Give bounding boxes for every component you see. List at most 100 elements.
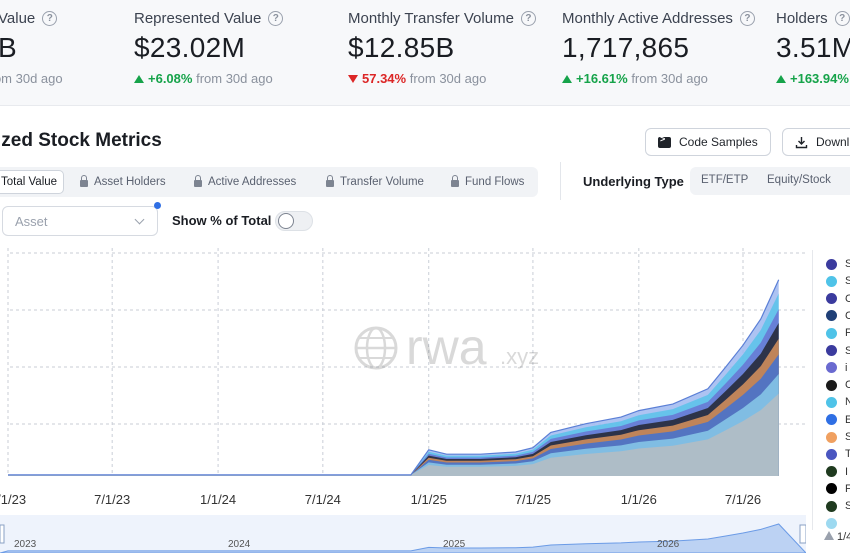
stat-value: B bbox=[0, 32, 17, 63]
navigator-year: 2026 bbox=[657, 539, 680, 550]
series-area bbox=[8, 354, 779, 476]
stat-change: +16.61% bbox=[576, 71, 628, 86]
legend-item[interactable]: S bbox=[826, 500, 850, 512]
legend-swatch bbox=[826, 310, 837, 322]
legend-swatch bbox=[826, 345, 837, 356]
tab-active-addresses[interactable]: Active Addresses bbox=[194, 170, 296, 194]
stat-card-monthly-active-addresses: Monthly Active Addresses? 1,717,865 +16.… bbox=[562, 10, 755, 86]
legend-item[interactable]: C bbox=[826, 293, 850, 305]
legend-item[interactable]: i bbox=[826, 362, 847, 374]
stat-change: +6.08% bbox=[148, 71, 193, 86]
help-icon[interactable]: ? bbox=[520, 11, 536, 26]
legend-swatch bbox=[826, 466, 837, 478]
legend-label: i bbox=[845, 361, 848, 374]
download-button[interactable]: Downl bbox=[782, 128, 850, 156]
navigator-sparkline bbox=[0, 523, 808, 554]
legend-item[interactable]: T bbox=[826, 448, 850, 460]
lock-icon bbox=[451, 175, 459, 187]
tab-total-value[interactable]: Total Value bbox=[0, 170, 65, 194]
watermark-suffix: .xyz bbox=[500, 344, 539, 369]
underlying-type-option-equity[interactable]: Equity/Stock bbox=[767, 174, 831, 186]
tab-label: Transfer Volume bbox=[340, 176, 424, 188]
legend-label: F bbox=[845, 327, 850, 340]
code-samples-button[interactable]: Code Samples bbox=[645, 128, 771, 156]
legend-swatch bbox=[826, 517, 837, 529]
page-up-icon bbox=[824, 531, 834, 540]
legend-label: S bbox=[845, 431, 850, 443]
legend-label: I bbox=[845, 465, 849, 478]
trend-up-icon bbox=[134, 75, 144, 83]
tab-label: Asset Holders bbox=[94, 176, 166, 188]
help-icon[interactable]: ? bbox=[834, 11, 850, 26]
lock-icon bbox=[326, 175, 334, 187]
legend-item[interactable]: N bbox=[826, 396, 850, 408]
stat-label: Value bbox=[0, 10, 36, 27]
tab-transfer-volume[interactable]: Transfer Volume bbox=[326, 170, 424, 194]
legend-item[interactable]: S bbox=[826, 431, 850, 443]
asset-select[interactable]: Asset bbox=[2, 206, 158, 236]
legend-divider bbox=[812, 250, 813, 530]
download-icon bbox=[795, 136, 808, 148]
legend-label: N bbox=[845, 396, 850, 409]
stat-label: Monthly Transfer Volume bbox=[348, 10, 514, 27]
x-tick-label: 1/1/25 bbox=[411, 492, 447, 507]
legend-swatch bbox=[826, 362, 837, 374]
navigator-year: 2025 bbox=[443, 539, 466, 550]
legend-item[interactable]: I bbox=[826, 466, 848, 478]
trend-down-icon bbox=[348, 75, 358, 83]
metric-tabs: Total Value Asset Holders Active Address… bbox=[0, 167, 538, 197]
help-icon[interactable]: ? bbox=[42, 11, 58, 26]
legend-item[interactable]: C bbox=[826, 379, 850, 391]
stat-value: $23.02M bbox=[134, 32, 246, 63]
pagination-label: 1/4 bbox=[837, 531, 850, 543]
stat-value: 1,717,865 bbox=[562, 32, 690, 63]
legend-item[interactable]: S bbox=[826, 345, 850, 357]
legend-item[interactable]: S bbox=[826, 258, 850, 270]
help-icon[interactable]: ? bbox=[739, 11, 755, 26]
legend-item[interactable]: E bbox=[826, 414, 850, 426]
legend-label: C bbox=[845, 292, 850, 305]
navigator-handle-left bbox=[0, 524, 5, 544]
help-icon[interactable]: ? bbox=[268, 11, 284, 26]
lock-icon bbox=[80, 175, 88, 187]
legend-label: S bbox=[845, 275, 850, 288]
legend-swatch bbox=[826, 448, 837, 460]
series-area bbox=[8, 393, 779, 476]
stat-card-represented-value: Represented Value? $23.02M +6.08% from 3… bbox=[134, 10, 284, 86]
stats-strip: Value? B from 30d ago Represented Value?… bbox=[0, 0, 850, 106]
stacked-area-chart[interactable]: rwa .xyz 1/1/23 7/1/23 1/1/24 7/1/24 1/1/25 7… bbox=[0, 248, 812, 515]
show-pct-toggle[interactable] bbox=[275, 211, 313, 231]
legend-item[interactable]: F bbox=[826, 483, 850, 495]
series-total-line bbox=[8, 279, 780, 476]
legend-pagination[interactable]: 1/4 bbox=[824, 531, 850, 543]
series-area bbox=[8, 338, 779, 476]
range-navigator[interactable] bbox=[0, 515, 808, 554]
navigator-handle-right bbox=[799, 524, 807, 544]
divider bbox=[560, 162, 561, 200]
stat-card-value: Value? B from 30d ago bbox=[0, 10, 63, 86]
legend-swatch bbox=[826, 275, 837, 287]
stat-change: +163.94% bbox=[790, 71, 849, 86]
legend-swatch bbox=[826, 258, 837, 270]
asset-placeholder: Asset bbox=[15, 213, 48, 229]
x-tick-label: 1/1/23 bbox=[0, 492, 26, 507]
tab-fund-flows[interactable]: Fund Flows bbox=[451, 170, 524, 194]
legend-item[interactable] bbox=[826, 517, 845, 529]
navigator-year: 2024 bbox=[228, 539, 251, 550]
tab-asset-holders[interactable]: Asset Holders bbox=[80, 170, 166, 194]
legend-swatch bbox=[826, 396, 837, 408]
stat-label: Holders bbox=[776, 10, 828, 27]
watermark: rwa .xyz bbox=[354, 319, 539, 375]
legend-label: C bbox=[845, 379, 850, 392]
legend-item[interactable]: C bbox=[826, 310, 850, 322]
legend-item[interactable]: S bbox=[826, 275, 850, 287]
legend-swatch bbox=[826, 431, 837, 443]
series-area bbox=[8, 293, 779, 476]
legend-item[interactable]: F bbox=[826, 327, 850, 339]
series-area bbox=[8, 309, 779, 476]
x-tick-label: 1/1/26 bbox=[621, 492, 657, 507]
trend-up-icon bbox=[776, 75, 786, 83]
legend-swatch bbox=[826, 414, 837, 426]
underlying-type-option-etf[interactable]: ETF/ETP bbox=[701, 174, 749, 186]
stat-value: $12.85B bbox=[348, 32, 455, 63]
